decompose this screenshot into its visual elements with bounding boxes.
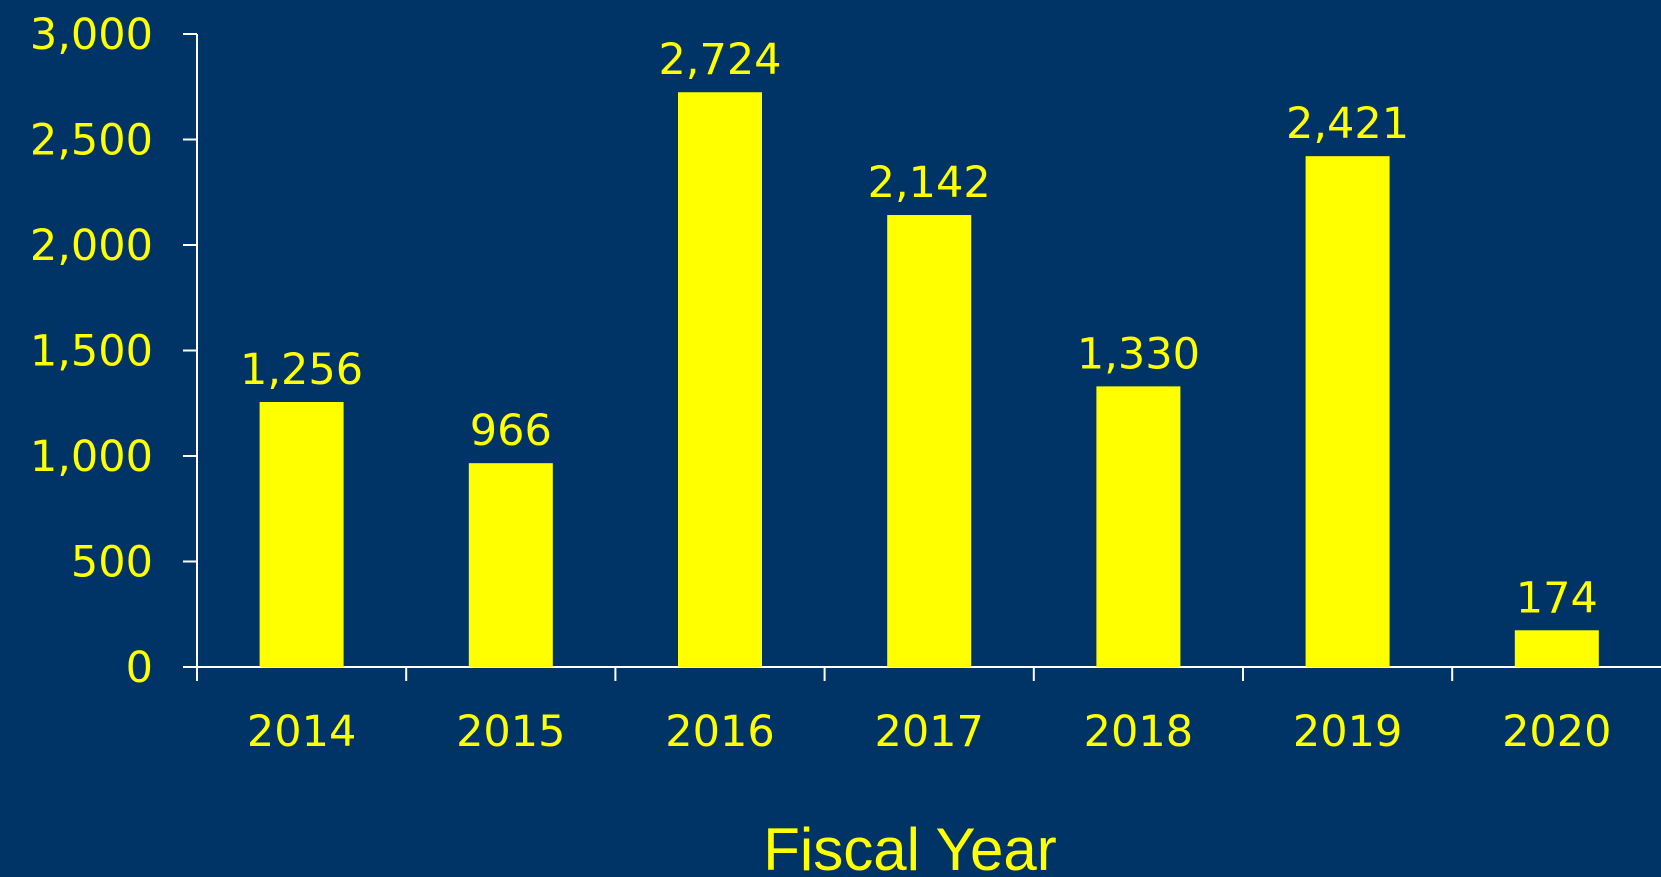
x-tick-label: 2020	[1502, 707, 1611, 757]
data-label-2014: 1,256	[240, 345, 363, 395]
data-label-2019: 2,421	[1286, 99, 1409, 149]
x-tick-label: 2019	[1293, 707, 1402, 757]
y-tick-label: 1,500	[30, 327, 153, 377]
y-axis: 0 500 1,000 1,500 2,000 2,500 3,000	[30, 10, 198, 693]
y-tick-label: 0	[126, 643, 153, 693]
x-axis: 2014 2015 2016 2017 2018 2019 2020	[196, 666, 1661, 757]
data-label-2016: 2,724	[658, 35, 781, 85]
bar-2020	[1514, 630, 1599, 667]
x-tick-label: 2015	[456, 707, 565, 757]
data-label-2020: 174	[1516, 573, 1598, 623]
bar-2019	[1305, 156, 1390, 667]
bar-2014	[259, 401, 344, 667]
data-label-2017: 2,142	[868, 158, 991, 208]
data-label-2015: 966	[470, 406, 552, 456]
x-axis-title: Fiscal Year	[763, 816, 1057, 877]
x-tick-label: 2016	[665, 707, 774, 757]
bar-2017	[887, 215, 972, 667]
bars	[259, 92, 1599, 667]
data-label-2018: 1,330	[1077, 329, 1200, 379]
y-tick-label: 2,000	[30, 221, 153, 271]
x-tick-label: 2014	[247, 707, 356, 757]
y-tick-label: 500	[71, 538, 153, 588]
y-tick-label: 3,000	[30, 10, 153, 60]
x-tick-label: 2017	[874, 707, 983, 757]
x-tick-label: 2018	[1084, 707, 1193, 757]
data-labels: 1,256 966 2,724 2,142 1,330 2,421 174	[240, 35, 1598, 623]
bar-2015	[468, 463, 553, 667]
y-tick-label: 2,500	[30, 116, 153, 166]
bar-2016	[678, 92, 762, 667]
y-tick-label: 1,000	[30, 432, 153, 482]
bar-2018	[1096, 386, 1181, 667]
